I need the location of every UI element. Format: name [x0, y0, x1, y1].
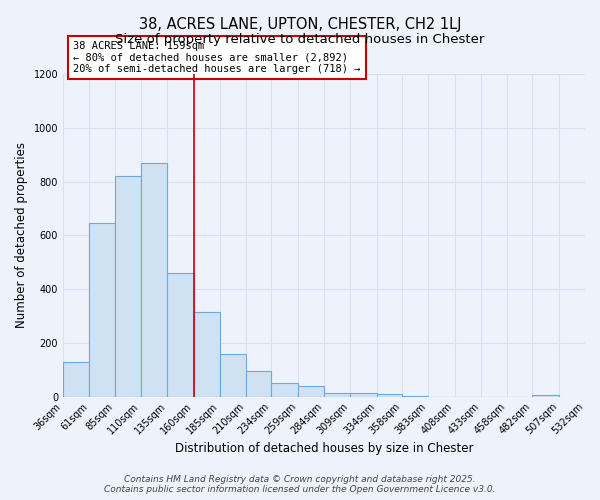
Bar: [246, 371, 271, 396]
Bar: [63, 362, 89, 396]
Bar: [167, 273, 194, 396]
Text: Contains HM Land Registry data © Crown copyright and database right 2025.
Contai: Contains HM Land Registry data © Crown c…: [104, 474, 496, 494]
Text: 38, ACRES LANE, UPTON, CHESTER, CH2 1LJ: 38, ACRES LANE, UPTON, CHESTER, CH2 1LJ: [139, 18, 461, 32]
Y-axis label: Number of detached properties: Number of detached properties: [15, 142, 28, 328]
Bar: [141, 162, 167, 396]
Text: 38 ACRES LANE: 159sqm
← 80% of detached houses are smaller (2,892)
20% of semi-d: 38 ACRES LANE: 159sqm ← 80% of detached …: [73, 41, 361, 74]
Bar: [298, 386, 324, 396]
Text: Size of property relative to detached houses in Chester: Size of property relative to detached ho…: [115, 32, 485, 46]
Bar: [194, 312, 220, 396]
Bar: [324, 392, 350, 396]
Bar: [377, 394, 402, 396]
Bar: [115, 176, 141, 396]
Bar: [220, 354, 246, 397]
Bar: [271, 383, 298, 396]
Bar: [89, 223, 115, 396]
X-axis label: Distribution of detached houses by size in Chester: Distribution of detached houses by size …: [175, 442, 473, 455]
Bar: [350, 392, 377, 396]
